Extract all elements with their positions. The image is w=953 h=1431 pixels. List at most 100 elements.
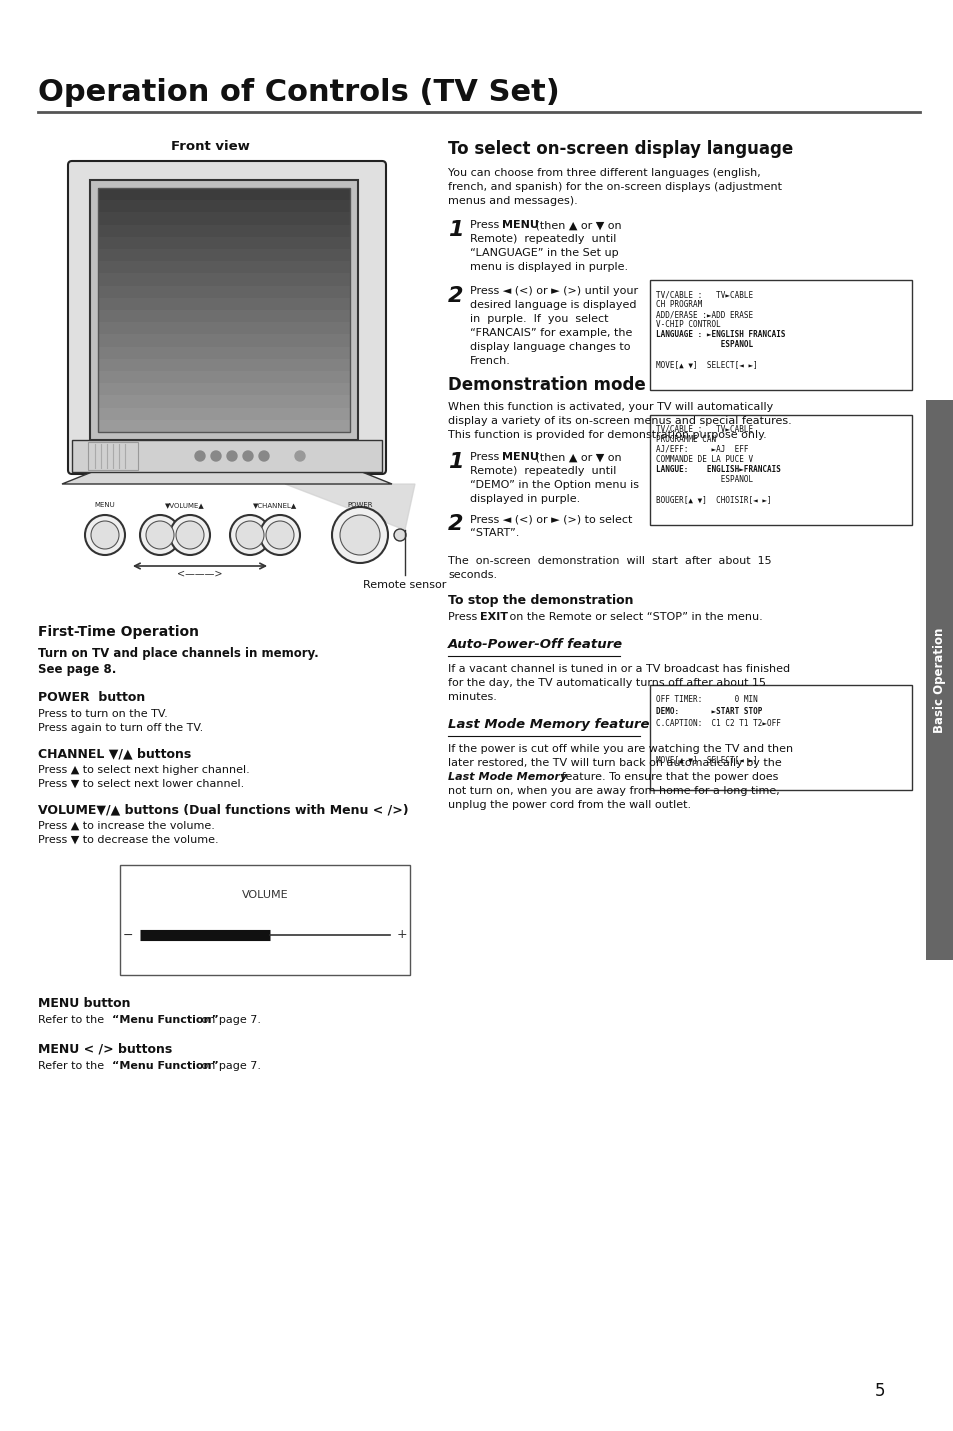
Text: MENU: MENU [501, 452, 538, 462]
Text: (then ▲ or ▼ on: (then ▲ or ▼ on [532, 452, 621, 462]
Text: seconds.: seconds. [448, 570, 497, 580]
Text: Press ◄ (<) or ► (>) until your: Press ◄ (<) or ► (>) until your [470, 286, 638, 296]
Bar [649, 415, 911, 525]
Text: V-CHIP CONTROL: V-CHIP CONTROL [656, 321, 720, 329]
Text: on the Remote or select “STOP” in the menu.: on the Remote or select “STOP” in the me… [505, 612, 762, 622]
Bar [98, 298, 350, 311]
Text: Auto-Power-Off feature: Auto-Power-Off feature [448, 638, 622, 651]
Text: VOLUME▼/▲ buttons (Dual functions with Menu < />): VOLUME▼/▲ buttons (Dual functions with M… [38, 803, 408, 816]
Bar [925, 401, 953, 960]
Text: french, and spanish) for the on-screen displays (adjustment: french, and spanish) for the on-screen d… [448, 182, 781, 192]
Text: French.: French. [470, 356, 511, 366]
Circle shape [175, 521, 204, 550]
Text: Remote)  repeatedly  until: Remote) repeatedly until [470, 235, 616, 245]
Text: C.CAPTION:  C1 C2 T1 T2►OFF: C.CAPTION: C1 C2 T1 T2►OFF [656, 718, 781, 728]
Text: ESPANOL: ESPANOL [656, 341, 752, 349]
Text: TV/CABLE :   TV►CABLE: TV/CABLE : TV►CABLE [656, 425, 752, 434]
Text: in  purple.  If  you  select: in purple. If you select [470, 313, 608, 323]
Text: ▼CHANNEL▲: ▼CHANNEL▲ [253, 502, 296, 508]
Text: To stop the demonstration: To stop the demonstration [448, 594, 633, 607]
Text: Press ▼ to decrease the volume.: Press ▼ to decrease the volume. [38, 836, 218, 844]
Circle shape [260, 515, 299, 555]
Bar [649, 280, 911, 391]
Text: First-Time Operation: First-Time Operation [38, 625, 199, 640]
Text: MENU: MENU [501, 220, 538, 230]
Text: LANGUAGE : ►ENGLISH FRANCAIS: LANGUAGE : ►ENGLISH FRANCAIS [656, 331, 784, 339]
Text: “DEMO” in the Option menu is: “DEMO” in the Option menu is [470, 479, 639, 489]
Text: OFF TIMER:       0 MIN: OFF TIMER: 0 MIN [656, 695, 757, 704]
Bar [71, 439, 381, 472]
Text: Last Mode Memory feature: Last Mode Memory feature [448, 718, 649, 731]
Text: TV/CABLE :   TV►CABLE: TV/CABLE : TV►CABLE [656, 290, 752, 299]
Text: Refer to the: Refer to the [38, 1015, 108, 1025]
Circle shape [332, 507, 388, 562]
Text: display language changes to: display language changes to [470, 342, 630, 352]
Text: MOVE[▲ ▼]  SELECT[◄ ►]: MOVE[▲ ▼] SELECT[◄ ►] [656, 361, 757, 369]
Text: “START”.: “START”. [470, 528, 518, 538]
Text: To select on-screen display language: To select on-screen display language [448, 140, 792, 157]
Text: See page 8.: See page 8. [38, 663, 116, 675]
Text: <———>: <———> [177, 568, 222, 578]
Bar [120, 864, 410, 975]
Text: COMMANDE DE LA PUCE V: COMMANDE DE LA PUCE V [656, 455, 752, 464]
Text: MENU < /> buttons: MENU < /> buttons [38, 1043, 172, 1056]
Circle shape [211, 451, 221, 461]
Text: BOUGER[▲ ▼]  CHOISIR[◄ ►]: BOUGER[▲ ▼] CHOISIR[◄ ►] [656, 495, 771, 504]
Text: VOLUME: VOLUME [241, 890, 288, 900]
Text: menus and messages).: menus and messages). [448, 196, 578, 206]
Text: Basic Operation: Basic Operation [933, 627, 945, 733]
Text: Remote sensor: Remote sensor [363, 580, 446, 590]
Text: desired language is displayed: desired language is displayed [470, 301, 636, 311]
Circle shape [227, 451, 236, 461]
Bar [98, 371, 350, 384]
Text: on page 7.: on page 7. [198, 1015, 261, 1025]
Text: not turn on, when you are away from home for a long time,: not turn on, when you are away from home… [448, 786, 779, 796]
Text: Front view: Front view [171, 140, 249, 153]
Text: If a vacant channel is tuned in or a TV broadcast has finished: If a vacant channel is tuned in or a TV … [448, 664, 789, 674]
Text: “Menu Function”: “Menu Function” [112, 1015, 218, 1025]
Circle shape [194, 451, 205, 461]
Text: +: + [396, 929, 407, 942]
Polygon shape [62, 472, 392, 484]
Bar [98, 286, 350, 298]
Text: AJ/EFF:     ►AJ  EFF: AJ/EFF: ►AJ EFF [656, 445, 748, 454]
Polygon shape [285, 484, 415, 529]
Text: MENU button: MENU button [38, 997, 131, 1010]
Text: “FRANCAIS” for example, the: “FRANCAIS” for example, the [470, 328, 632, 338]
Bar [649, 685, 911, 790]
Text: (then ▲ or ▼ on: (then ▲ or ▼ on [532, 220, 621, 230]
Text: later restored, the TV will turn back on automatically by the: later restored, the TV will turn back on… [448, 758, 781, 768]
Bar [98, 335, 350, 346]
Circle shape [394, 529, 406, 541]
Bar [98, 408, 350, 419]
Bar [98, 311, 350, 322]
Circle shape [235, 521, 264, 550]
Text: “Menu Function”: “Menu Function” [112, 1060, 218, 1070]
Bar [98, 187, 350, 432]
Text: MOVE[▲ ▼]  SELECT[◄ ►]: MOVE[▲ ▼] SELECT[◄ ►] [656, 756, 757, 764]
Bar [98, 322, 350, 335]
Text: LANGUE:    ENGLISH►FRANCAIS: LANGUE: ENGLISH►FRANCAIS [656, 465, 781, 474]
Text: “LANGUAGE” in the Set up: “LANGUAGE” in the Set up [470, 248, 618, 258]
Text: feature. To ensure that the power does: feature. To ensure that the power does [558, 771, 778, 781]
Text: ESPANOL: ESPANOL [656, 475, 752, 484]
Text: for the day, the TV automatically turns off after about 15: for the day, the TV automatically turns … [448, 678, 765, 688]
Bar [98, 419, 350, 432]
Circle shape [339, 515, 379, 555]
Text: Last Mode Memory: Last Mode Memory [448, 771, 567, 781]
Circle shape [85, 515, 125, 555]
Text: 5: 5 [874, 1382, 884, 1400]
Text: Press ▼ to select next lower channel.: Press ▼ to select next lower channel. [38, 778, 244, 788]
Bar [98, 273, 350, 286]
Text: Refer to the: Refer to the [38, 1060, 108, 1070]
Text: on page 7.: on page 7. [198, 1060, 261, 1070]
Text: POWER: POWER [347, 502, 373, 508]
Circle shape [146, 521, 173, 550]
Text: Press: Press [470, 452, 502, 462]
Text: Press ▲ to select next higher channel.: Press ▲ to select next higher channel. [38, 766, 250, 776]
Text: The  on-screen  demonstration  will  start  after  about  15: The on-screen demonstration will start a… [448, 557, 771, 567]
Circle shape [230, 515, 270, 555]
Text: EXIT: EXIT [479, 612, 507, 622]
Bar [98, 249, 350, 262]
Bar [98, 225, 350, 236]
